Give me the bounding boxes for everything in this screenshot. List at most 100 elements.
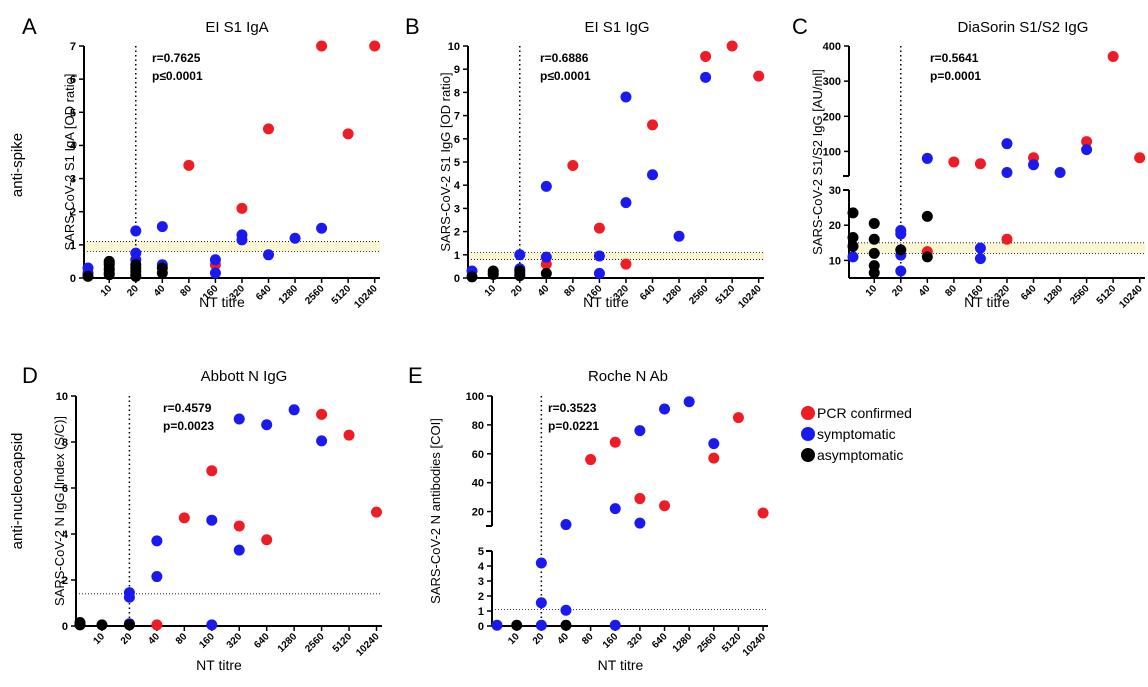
y-tick-label-e: 100	[466, 391, 484, 403]
y-tick-label-a: 4	[70, 140, 77, 152]
x-tick-label-a: 80	[178, 283, 194, 299]
data-point-pcr-confirmed	[647, 119, 659, 131]
x-tick-label-e: 320	[625, 631, 645, 651]
data-point-pcr-confirmed	[178, 512, 190, 524]
y-tick-label-b: 9	[454, 64, 460, 76]
data-point-pcr-confirmed	[1081, 136, 1093, 148]
x-tick-label-c: 640	[1019, 283, 1039, 303]
data-point-pcr-confirmed	[659, 500, 671, 512]
data-point-symptomatic	[316, 435, 328, 447]
y-tick-label-a: 3	[70, 174, 76, 186]
x-tick-label-d: 10	[91, 631, 107, 647]
data-point-symptomatic	[620, 91, 632, 103]
stat-p-e: p=0.0221	[548, 419, 599, 433]
data-point-symptomatic	[151, 571, 163, 583]
x-tick-label-b: 80	[562, 283, 578, 299]
data-point-symptomatic	[123, 591, 135, 603]
y-tick-label-d: 8	[62, 437, 68, 449]
data-point-symptomatic	[151, 535, 163, 547]
data-point-symptomatic	[974, 242, 986, 254]
data-point-symptomatic	[683, 396, 695, 408]
cutoff-band-c	[849, 242, 1145, 254]
data-point-asymptomatic	[130, 270, 142, 282]
panel-letter-e: E	[408, 363, 423, 388]
x-tick-label-b: 20	[509, 283, 525, 299]
y-tick-label-a: 1	[70, 240, 76, 252]
data-point-asymptomatic	[511, 619, 523, 631]
data-point-asymptomatic	[868, 267, 880, 279]
x-tick-label-a: 40	[152, 283, 168, 299]
x-tick-label-e: 10	[506, 631, 522, 647]
data-point-pcr-confirmed	[974, 158, 986, 170]
data-point-symptomatic	[535, 619, 547, 631]
data-point-symptomatic	[921, 152, 933, 164]
data-point-symptomatic	[206, 619, 218, 631]
x-tick-label-e: 10240	[741, 631, 769, 659]
y-tick-label-d: 2	[62, 575, 68, 587]
data-point-symptomatic	[895, 228, 907, 240]
data-point-symptomatic	[514, 249, 526, 261]
row-label-anti-spike: anti-spike	[9, 133, 26, 197]
chart-panel-d: D Abbott N IgG 0 2 4 6 8 10 10 20 40 80 160 320 640 128…	[22, 363, 383, 673]
data-point-symptomatic	[540, 180, 552, 192]
x-tick-label-d: 320	[225, 631, 245, 651]
data-point-asymptomatic	[96, 619, 108, 631]
data-point-pcr-confirmed	[261, 534, 273, 546]
x-tick-label-e: 2560	[695, 631, 719, 655]
x-tick-label-b: 10240	[736, 283, 764, 311]
data-point-pcr-confirmed	[1001, 233, 1013, 245]
y-tick-label-c: 30	[829, 185, 841, 197]
data-point-asymptomatic	[487, 269, 499, 281]
data-point-pcr-confirmed	[369, 40, 381, 52]
panel-letter-a: A	[22, 14, 37, 39]
data-point-symptomatic	[1081, 144, 1093, 156]
y-tick-label-a: 2	[70, 207, 76, 219]
data-point-symptomatic	[491, 619, 503, 631]
data-point-pcr-confirmed	[620, 258, 632, 270]
x-axis-label-b: NT titre	[583, 294, 629, 310]
x-tick-label-c: 5120	[1095, 283, 1119, 307]
stat-r-d: r=0.4579	[163, 401, 212, 415]
stat-p-d: p=0.0023	[163, 419, 214, 433]
x-tick-label-b: 10	[483, 283, 499, 299]
y-tick-label-a: 7	[70, 41, 76, 53]
y-tick-label-b: 4	[454, 180, 461, 192]
y-tick-label-b: 1	[454, 250, 460, 262]
data-point-pcr-confirmed	[342, 128, 354, 140]
stat-r-b: r=0.6886	[540, 51, 589, 65]
x-tick-label-a: 10	[99, 283, 115, 299]
y-tick-label-c: 300	[823, 76, 841, 88]
y-tick-label-e: 60	[472, 449, 484, 461]
x-tick-label-a: 5120	[330, 283, 354, 307]
panel-title-b: EI S1 IgG	[584, 19, 649, 36]
x-tick-label-b: 640	[638, 283, 658, 303]
x-tick-label-b: 2560	[687, 283, 711, 307]
panel-letter-c: C	[792, 14, 808, 39]
x-tick-label-a: 20	[125, 283, 141, 299]
cutoff-band-b	[468, 252, 764, 260]
y-tick-label-e: 20	[472, 507, 484, 519]
y-tick-label-d: 4	[62, 529, 69, 541]
data-point-asymptomatic	[868, 217, 880, 229]
y-tick-label-e: 40	[472, 478, 484, 490]
data-point-symptomatic	[288, 404, 300, 416]
data-point-symptomatic	[535, 557, 547, 569]
data-point-symptomatic	[1001, 166, 1013, 178]
data-point-symptomatic	[647, 169, 659, 181]
data-point-asymptomatic	[103, 269, 115, 281]
data-point-symptomatic	[540, 251, 552, 263]
y-tick-label-b: 6	[454, 134, 460, 146]
data-point-asymptomatic	[868, 247, 880, 259]
x-tick-label-b: 40	[536, 283, 552, 299]
cutoff-band-a	[84, 241, 380, 252]
y-tick-label-e: 3	[478, 576, 484, 588]
data-point-asymptomatic	[847, 232, 859, 244]
y-tick-label-b: 7	[454, 111, 460, 123]
y-tick-label-b: 2	[454, 227, 460, 239]
y-tick-label-e: 5	[478, 546, 484, 558]
y-tick-label-a: 6	[70, 74, 76, 86]
data-point-pcr-confirmed	[609, 436, 621, 448]
data-point-pcr-confirmed	[634, 493, 646, 505]
